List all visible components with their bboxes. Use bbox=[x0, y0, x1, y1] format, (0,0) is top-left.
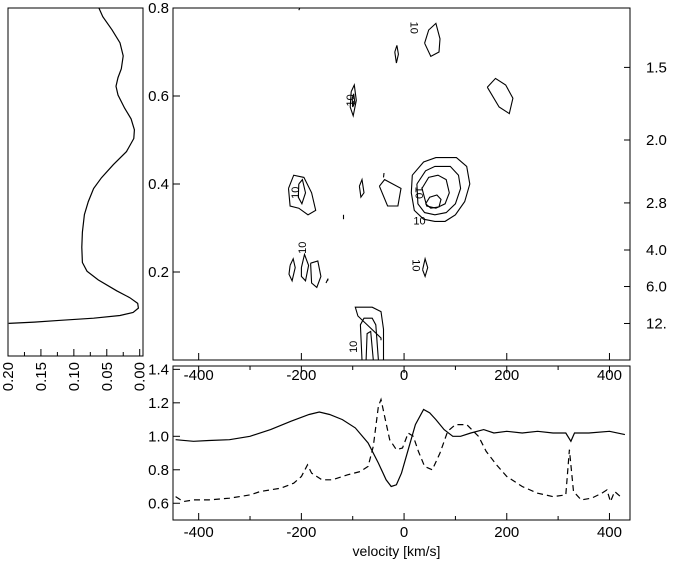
profile-x-tick-label: 200 bbox=[494, 524, 519, 541]
contour-line bbox=[486, 77, 514, 115]
contour-line bbox=[358, 177, 365, 199]
shared-x-tick-label: 400 bbox=[597, 367, 622, 384]
contour-panel-frame bbox=[172, 7, 631, 361]
contour-level-label: 10 bbox=[409, 259, 421, 271]
contour-line bbox=[300, 252, 310, 282]
contour-line bbox=[382, 172, 385, 178]
profile-y-tick-label: 1.4 bbox=[148, 361, 169, 378]
x-axis-title: velocity [km/s] bbox=[353, 543, 441, 559]
contour-level-label: 10 bbox=[297, 242, 309, 254]
contour-line bbox=[310, 260, 322, 289]
contour-line bbox=[297, 178, 307, 206]
contour-level-label: 10 bbox=[413, 187, 425, 199]
profile-x-tick-label: -400 bbox=[184, 524, 214, 541]
period-axis-label: 4.0 bbox=[646, 242, 667, 259]
profile-y-tick-label: 0.6 bbox=[148, 495, 169, 512]
power-curve bbox=[8, 7, 140, 324]
period-axis-label: 1.5 bbox=[646, 59, 667, 76]
contour-line bbox=[422, 256, 429, 279]
contour-level-label: 10 bbox=[413, 215, 425, 227]
profile-y-tick-label: 0.8 bbox=[148, 462, 169, 479]
profile-y-tick-label: 1.2 bbox=[148, 395, 169, 412]
contour-line bbox=[287, 174, 317, 216]
contour-y-tick-label: 0.4 bbox=[148, 176, 169, 193]
profile-panel-frame bbox=[172, 365, 631, 521]
power-panel-frame bbox=[7, 7, 144, 357]
period-axis-label: 6.0 bbox=[646, 279, 667, 296]
contour-level-label: 10 bbox=[290, 187, 302, 199]
contour-line bbox=[365, 330, 374, 361]
contour-level-label: 10 bbox=[345, 94, 357, 106]
contour-line bbox=[394, 45, 399, 64]
period-axis-label: 2.0 bbox=[646, 132, 667, 149]
contour-line bbox=[359, 317, 379, 361]
shared-x-tick-label: -200 bbox=[286, 367, 316, 384]
contour-line bbox=[424, 22, 441, 58]
contour-level-label: 10 bbox=[407, 22, 419, 34]
shared-x-tick-label: -400 bbox=[184, 367, 214, 384]
period-axis-label: 12. bbox=[646, 315, 667, 332]
power-x-tick-label: 0.10 bbox=[66, 362, 83, 391]
contour-line bbox=[416, 165, 462, 216]
contour-line bbox=[425, 194, 442, 209]
profile-x-tick-label: 400 bbox=[597, 524, 622, 541]
power-x-tick-label: 0.05 bbox=[99, 362, 116, 391]
contour-y-tick-label: 0.8 bbox=[148, 0, 169, 17]
profile-x-tick-label: -200 bbox=[286, 524, 316, 541]
power-x-tick-label: 0.00 bbox=[132, 362, 149, 391]
power-x-tick-label: 0.15 bbox=[33, 362, 50, 391]
power-x-tick-label: 0.20 bbox=[0, 362, 17, 391]
profile-solid-line bbox=[175, 408, 626, 488]
contour-y-tick-label: 0.6 bbox=[148, 88, 169, 105]
contour-line bbox=[288, 257, 296, 283]
shared-x-tick-label: 200 bbox=[494, 367, 519, 384]
contour-line bbox=[354, 306, 385, 360]
contour-y-tick-label: 0.2 bbox=[148, 264, 169, 281]
profile-dashed-line bbox=[175, 397, 623, 504]
period-axis-label: 2.8 bbox=[646, 195, 667, 212]
shared-x-tick-label: 0 bbox=[400, 367, 408, 384]
contour-line bbox=[349, 83, 357, 118]
contour-level-label: 10 bbox=[348, 341, 360, 353]
profile-y-tick-label: 1.0 bbox=[148, 428, 169, 445]
contour-line bbox=[298, 7, 301, 11]
contour-line bbox=[378, 178, 402, 207]
contour-line bbox=[325, 278, 329, 284]
contour-line bbox=[410, 157, 471, 222]
contour-line bbox=[351, 93, 356, 108]
profile-x-tick-label: 0 bbox=[400, 524, 408, 541]
